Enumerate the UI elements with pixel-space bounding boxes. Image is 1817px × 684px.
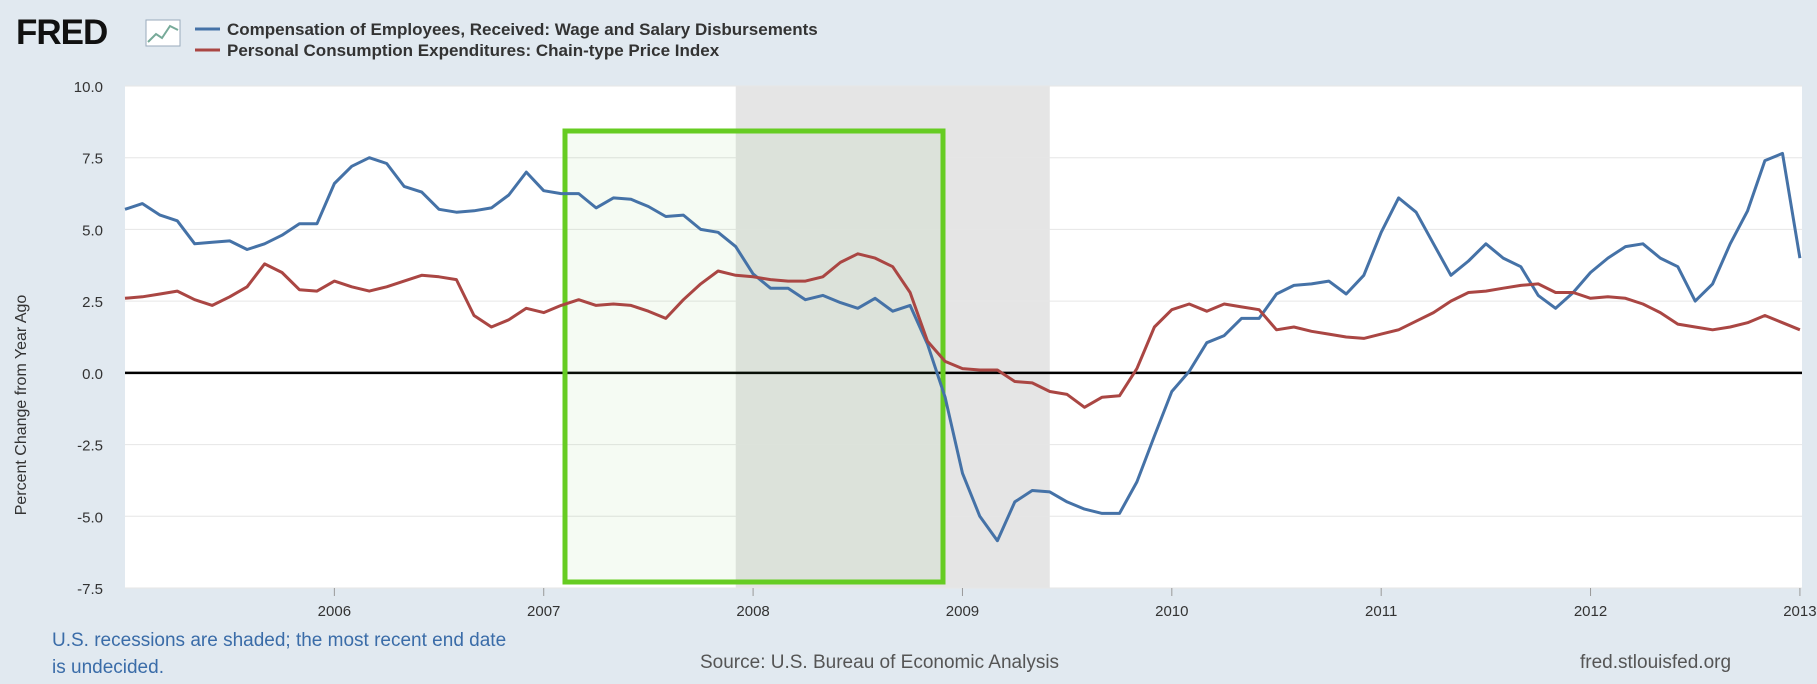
- legend-label: Compensation of Employees, Received: Wag…: [227, 20, 818, 39]
- y-tick-label: -7.5: [77, 581, 103, 598]
- highlight-box: [562, 128, 946, 585]
- site-url: fred.stlouisfed.org: [1580, 652, 1732, 673]
- x-tick-label: 2009: [946, 603, 979, 620]
- y-tick-label: -5.0: [77, 509, 103, 526]
- x-tick-label: 2007: [527, 603, 560, 620]
- series-line: [124, 252, 1801, 409]
- y-axis-label: Percent Change from Year Ago: [13, 295, 30, 516]
- series-line: [124, 151, 1802, 543]
- y-tick-label: 2.5: [82, 294, 103, 311]
- logo: FRED: [16, 13, 107, 52]
- source: Source: U.S. Bureau of Economic Analysis: [700, 652, 1060, 673]
- y-tick-label: 5.0: [82, 222, 103, 239]
- logo-icon: [145, 19, 181, 47]
- x-tick-label: 2010: [1155, 603, 1188, 620]
- x-tick-label: 2011: [1365, 603, 1397, 620]
- x-tick-label: 2006: [318, 603, 351, 620]
- recession-shade: [735, 86, 1050, 588]
- y-tick-label: 0.0: [82, 366, 103, 383]
- x-tick-label: 2013: [1783, 603, 1816, 620]
- y-tick-label: -2.5: [77, 438, 103, 455]
- recession-note: U.S. recessions are shaded; the most rec…: [52, 630, 507, 678]
- legend-label: Personal Consumption Expenditures: Chain…: [227, 41, 720, 60]
- y-tick-label: 10.0: [74, 79, 103, 96]
- x-tick-label: 2012: [1574, 603, 1607, 620]
- x-tick-label: 2008: [736, 603, 769, 620]
- y-tick-label: 7.5: [82, 151, 103, 168]
